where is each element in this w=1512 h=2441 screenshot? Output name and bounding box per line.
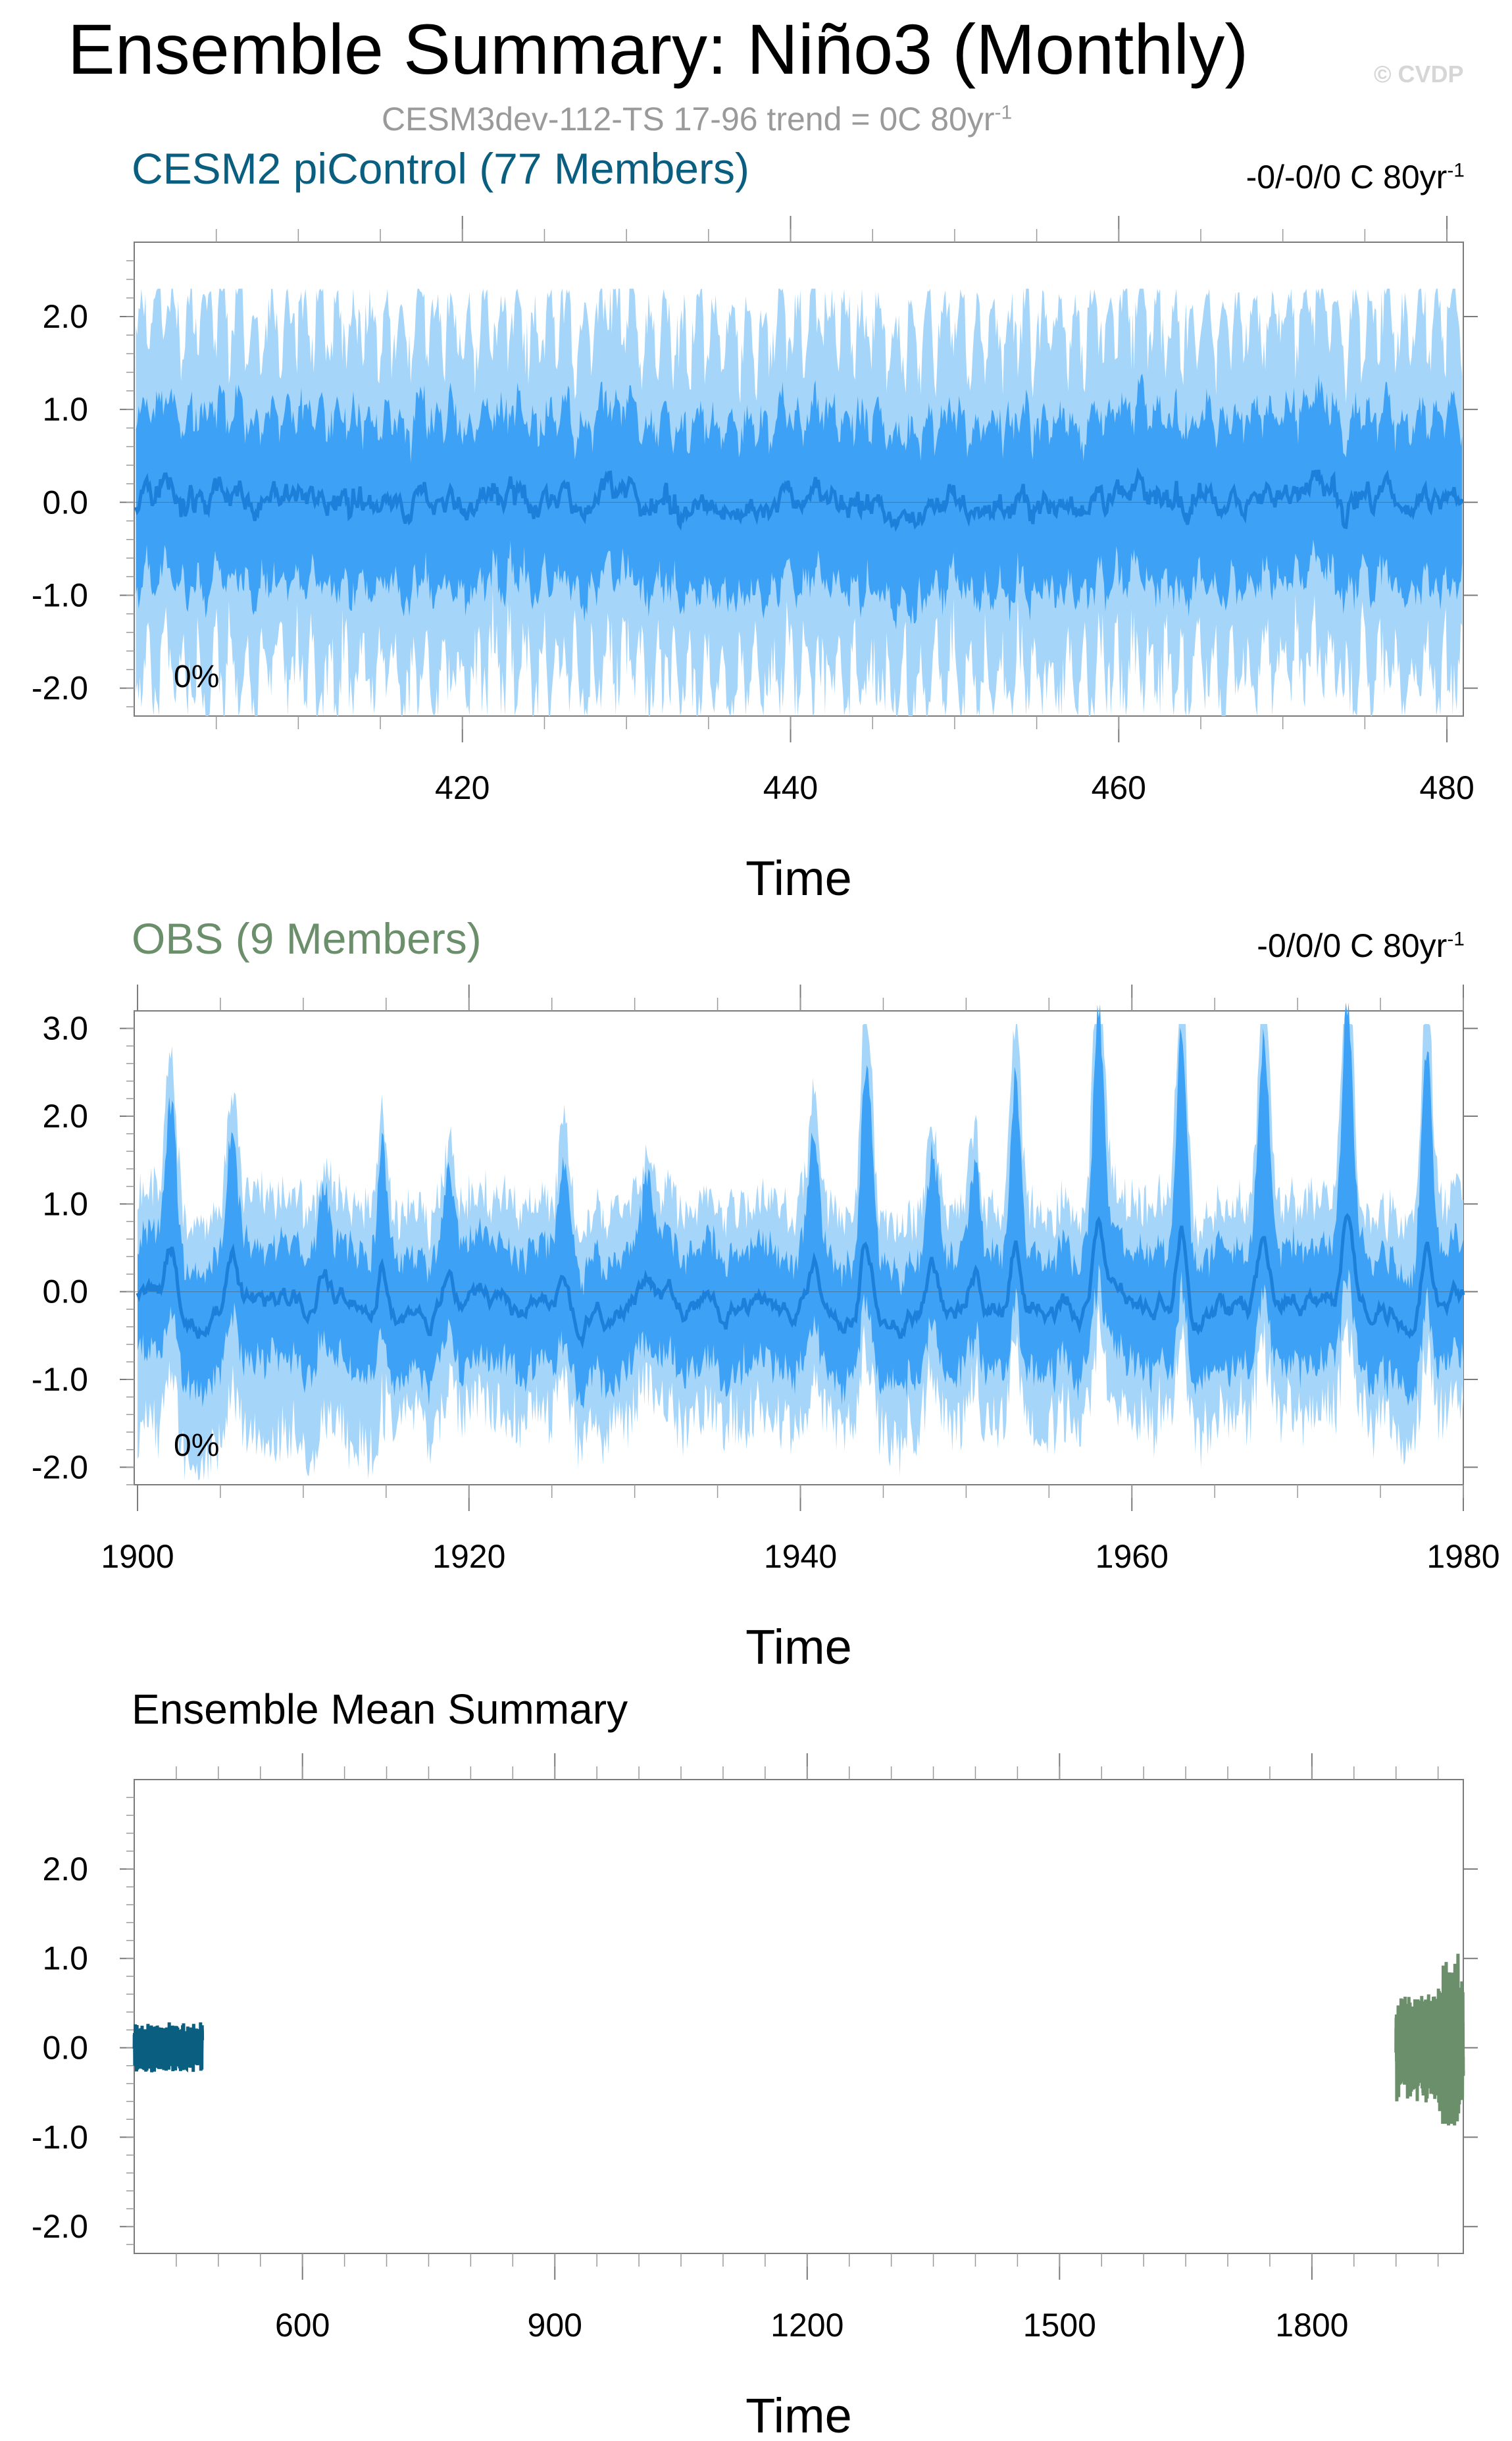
panel3-cesm2-mean-line — [132, 2022, 205, 2073]
panel1-ytick-label: 2.0 — [42, 298, 88, 335]
panel3-xtick-label: 1800 — [1275, 2307, 1348, 2344]
panel2-ytick-label: -1.0 — [32, 1361, 88, 1398]
panel2-band-inner — [138, 1002, 1463, 1409]
panel2-xtick-label: 1900 — [101, 1538, 174, 1575]
panel3-xtick-label: 900 — [528, 2307, 582, 2344]
subtitle-text: CESM3dev-112-TS 17-96 trend = 0C 80yr — [382, 101, 995, 138]
panel2-trend: -0/0/0 C 80yr-1 — [1257, 927, 1465, 965]
panel2-xtick-label: 1940 — [764, 1538, 837, 1575]
panel1-ytick-label: -2.0 — [32, 670, 88, 707]
panel2-xlabel: Time — [745, 1620, 852, 1672]
panel2-ytick-label: 3.0 — [42, 1010, 88, 1047]
panel3-xlabel: Time — [745, 2388, 852, 2441]
subtitle: CESM3dev-112-TS 17-96 trend = 0C 80yr-1 — [382, 100, 1012, 138]
panel3-ytick-label: 1.0 — [42, 1940, 88, 1977]
panel2-trend-text: -0/0/0 C 80yr — [1257, 927, 1448, 964]
page-title: Ensemble Summary: Niño3 (Monthly) — [67, 9, 1249, 89]
panel1-ytick-label: -1.0 — [32, 577, 88, 613]
panel2-title: OBS (9 Members) — [132, 914, 482, 963]
credit-watermark: © CVDP — [1374, 61, 1464, 88]
panel1-xtick-label: 460 — [1092, 769, 1146, 806]
panel3-xtick-label: 600 — [275, 2307, 330, 2344]
panel2-ytick-label: 1.0 — [42, 1185, 88, 1222]
panel3-xtick-label: 1500 — [1023, 2307, 1096, 2344]
panel2-trend-sup: -1 — [1447, 928, 1465, 950]
panel1-trend-text: -0/-0/0 C 80yr — [1246, 159, 1448, 195]
panel1-chart: 2.0 1.0 0.0 -1.0 -2.0 420 440 460 480 Time 0% — [32, 216, 1478, 906]
panel2-annotation: 0% — [174, 1428, 219, 1463]
panel2-ytick-label: -2.0 — [32, 1449, 88, 1485]
panel1-ensemble-mean-line — [134, 467, 1464, 532]
panel2-xtick-label: 1960 — [1096, 1538, 1169, 1575]
panel3-ytick-label: 2.0 — [42, 1851, 88, 1888]
panel3-title: Ensemble Mean Summary — [132, 1685, 628, 1733]
panel2-xtick-label: 1980 — [1426, 1538, 1499, 1575]
subtitle-superscript: -1 — [994, 101, 1013, 124]
panel1-xtick-label: 440 — [763, 769, 818, 806]
panel2-chart: 3.0 2.0 1.0 0.0 -1.0 -2.0 1900 1920 1940 1960 1980… — [32, 985, 1500, 1672]
panel1-ytick-label: 0.0 — [42, 484, 88, 521]
panel1-trend-sup: -1 — [1447, 159, 1465, 182]
panel2-xtick-label: 1920 — [432, 1538, 505, 1575]
panel1-plot-frame — [134, 242, 1464, 717]
panel3-obs-mean-line — [1394, 1953, 1465, 2126]
panel1-trend: -0/-0/0 C 80yr-1 — [1246, 158, 1465, 196]
panel3-plot-frame — [134, 1779, 1464, 2254]
panel1-annotation: 0% — [174, 659, 219, 694]
panel1-ytick-label: 1.0 — [42, 391, 88, 428]
panel1-title: CESM2 piControl (77 Members) — [132, 144, 749, 193]
panel3-ytick-label: -2.0 — [32, 2208, 88, 2245]
panel2-ytick-label: 0.0 — [42, 1273, 88, 1310]
panel3-ytick-label: -1.0 — [32, 2119, 88, 2155]
panel3-xtick-label: 1200 — [770, 2307, 844, 2344]
panel2-ytick-label: 2.0 — [42, 1098, 88, 1135]
panel2-ensemble-mean-line — [136, 1213, 1465, 1349]
panel1-xtick-label: 480 — [1419, 769, 1474, 806]
panel1-xlabel: Time — [745, 851, 852, 906]
panel3-ytick-label: 0.0 — [42, 2030, 88, 2067]
panel1-xtick-label: 420 — [435, 769, 490, 806]
